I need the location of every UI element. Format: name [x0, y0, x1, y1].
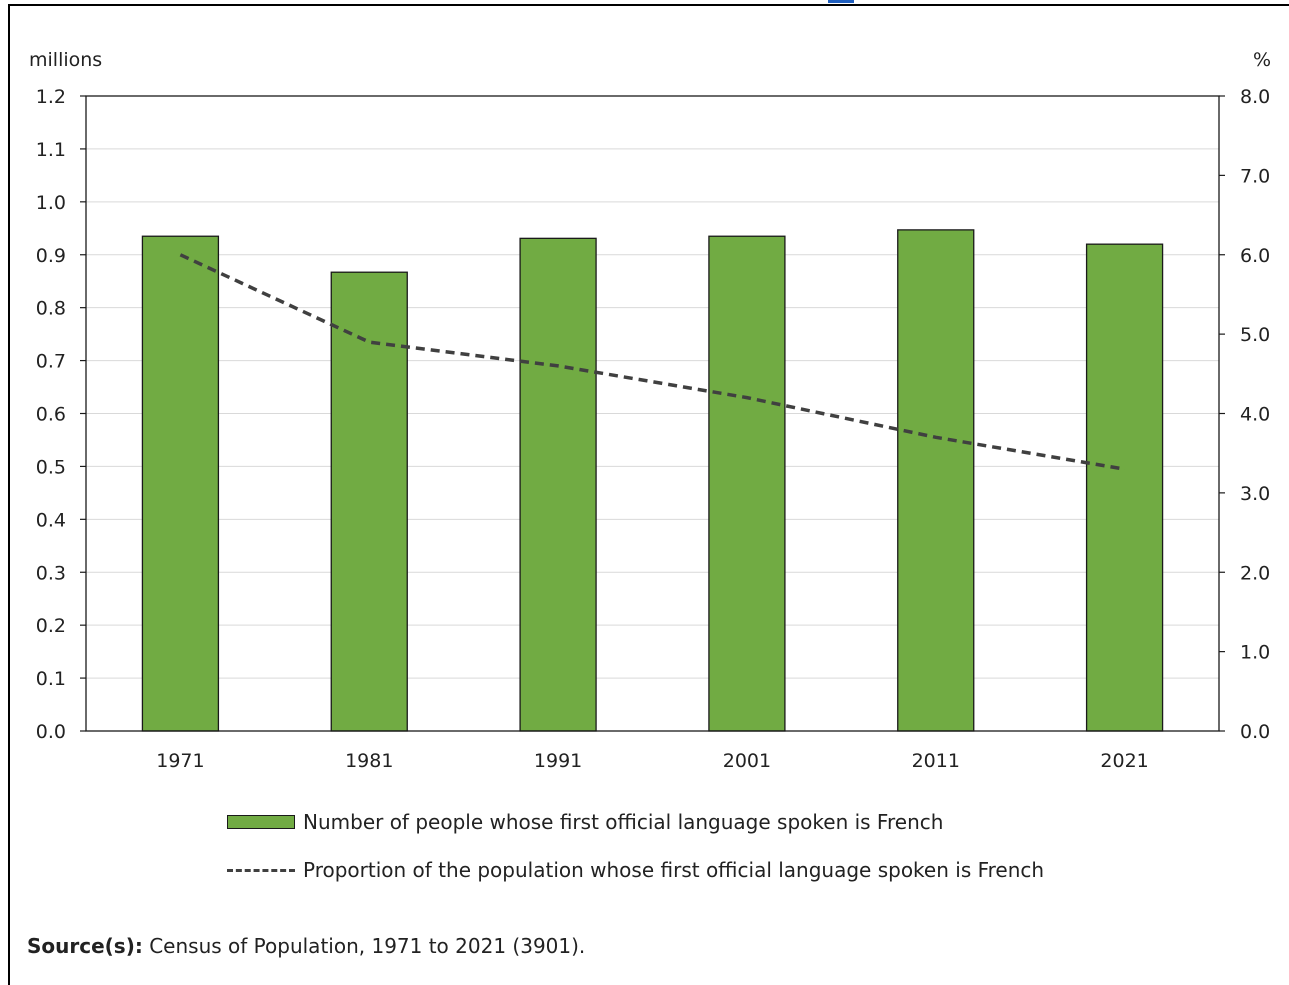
y-left-tick-label: 0.1: [36, 668, 66, 690]
y-left-tick-label: 1.2: [36, 86, 66, 108]
bar: [141, 235, 220, 732]
y-left-tick-label: 0.0: [36, 721, 66, 743]
chart-frame: [8, 4, 1289, 985]
y-left-tick-label: 0.8: [36, 298, 66, 320]
y-left-tick-label: 0.4: [36, 509, 66, 531]
source-label: Source(s):: [27, 934, 143, 958]
y-left-tick-label: 1.1: [36, 139, 66, 161]
y-right-tick-label: 4.0: [1240, 404, 1270, 426]
legend-item-bars: Number of people whose first official la…: [227, 810, 943, 834]
x-tick-label: 2021: [1100, 750, 1148, 772]
source-note: Source(s): Census of Population, 1971 to…: [27, 934, 585, 958]
y-left-tick-label: 1.0: [36, 192, 66, 214]
y-left-tick-label: 0.9: [36, 245, 66, 267]
y-right-tick-label: 1.0: [1240, 642, 1270, 664]
legend-bar-swatch: [227, 815, 295, 829]
x-tick-label: 1981: [345, 750, 393, 772]
bar: [708, 235, 786, 732]
title-fragment-mark: [828, 0, 854, 3]
y-left-tick-label: 0.2: [36, 615, 66, 637]
y-right-tick-label: 6.0: [1240, 245, 1270, 267]
bar: [519, 237, 597, 732]
x-tick-label: 1991: [534, 750, 582, 772]
y-right-tick-label: 5.0: [1240, 324, 1270, 346]
legend-line-swatch: [227, 868, 295, 872]
proportion-line: [179, 253, 1125, 471]
legend-bar-label: Number of people whose first official la…: [303, 810, 944, 834]
x-tick-label: 2001: [723, 750, 771, 772]
y-left-tick-label: 0.5: [36, 456, 66, 478]
bar: [897, 229, 975, 732]
bar: [330, 271, 408, 732]
y-right-tick-label: 7.0: [1240, 165, 1270, 187]
legend-item-line: Proportion of the population whose first…: [227, 858, 1044, 882]
y-right-axis-title: %: [1253, 49, 1271, 71]
y-left-axis-title: millions: [29, 49, 102, 71]
y-right-tick-label: 2.0: [1240, 562, 1270, 584]
y-right-tick-label: 8.0: [1240, 86, 1270, 108]
bar: [1085, 243, 1164, 732]
y-right-tick-label: 0.0: [1240, 721, 1270, 743]
y-right-tick-label: 3.0: [1240, 483, 1270, 505]
y-left-tick-label: 0.6: [36, 404, 66, 426]
x-tick-label: 2011: [912, 750, 960, 772]
legend-line-label: Proportion of the population whose first…: [303, 858, 1045, 882]
x-tick-label: 1971: [156, 750, 204, 772]
y-left-tick-label: 0.3: [36, 562, 66, 584]
y-left-tick-label: 0.7: [36, 351, 66, 373]
source-text: Census of Population, 1971 to 2021 (3901…: [142, 934, 586, 958]
